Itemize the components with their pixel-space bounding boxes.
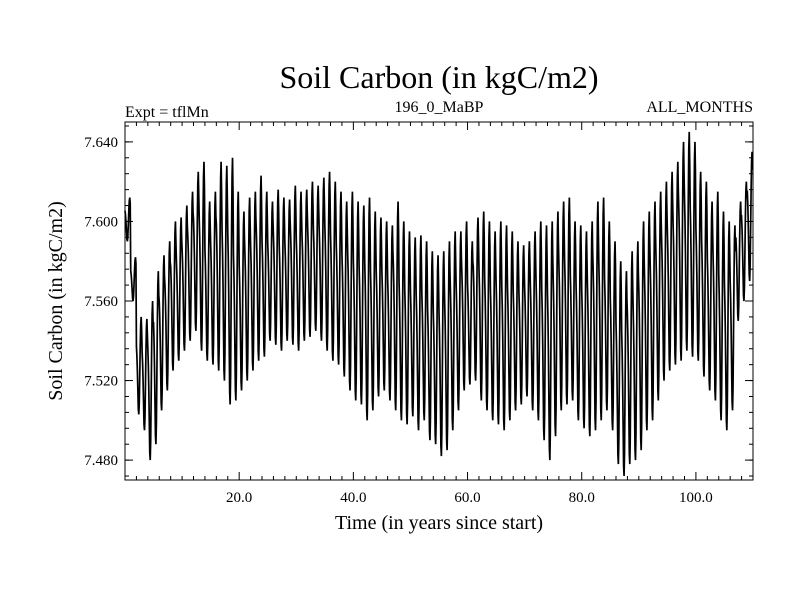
x-tick-label: 100.0 xyxy=(679,490,713,506)
y-tick-label: 7.600 xyxy=(84,214,118,230)
y-tick-label: 7.520 xyxy=(84,374,118,390)
chart-title: Soil Carbon (in kgC/m2) xyxy=(279,59,598,95)
y-tick-label: 7.560 xyxy=(84,294,118,310)
y-axis-label: Soil Carbon (in kgC/m2) xyxy=(45,201,67,400)
y-tick-label: 7.640 xyxy=(84,135,118,151)
axis-tick-labels: 20.0 40.0 60.0 80.0 100.0 7.480 7.520 7.560 7.60… xyxy=(84,135,713,506)
subtitle-right: ALL_MONTHS xyxy=(646,99,753,116)
subtitle-left: Expt = tflMn xyxy=(125,104,209,121)
x-tick-label: 80.0 xyxy=(569,490,595,506)
x-tick-label: 60.0 xyxy=(454,490,480,506)
y-tick-label: 7.480 xyxy=(84,453,118,469)
x-axis-label: Time (in years since start) xyxy=(335,512,543,534)
x-tick-label: 40.0 xyxy=(340,490,366,506)
subtitle-center: 196_0_MaBP xyxy=(395,99,484,116)
plot-frame xyxy=(124,121,754,481)
x-tick-label: 20.0 xyxy=(226,490,252,506)
series-line-soil-carbon xyxy=(124,131,754,477)
